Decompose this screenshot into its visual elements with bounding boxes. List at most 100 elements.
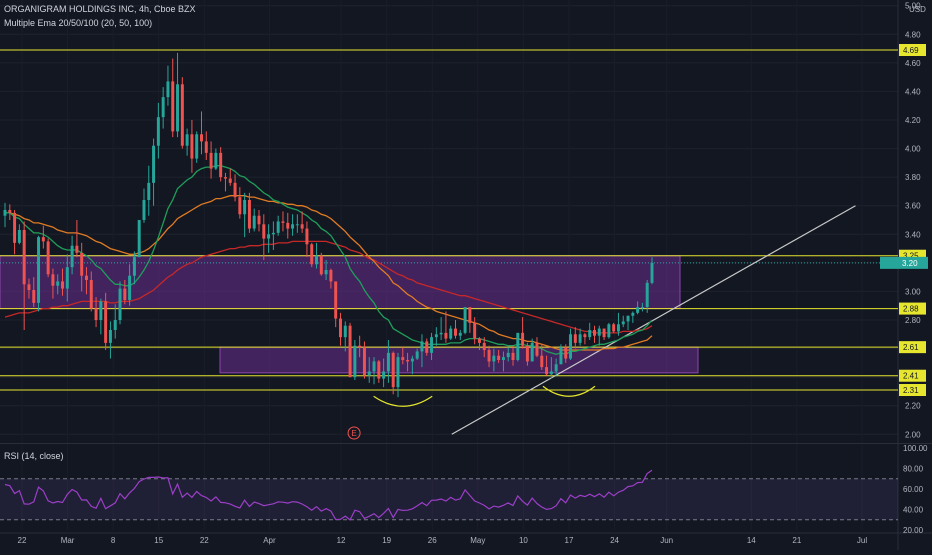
- candles[interactable]: [3, 52, 654, 398]
- candle[interactable]: [593, 325, 596, 343]
- candle[interactable]: [425, 338, 429, 356]
- candle[interactable]: [521, 317, 525, 349]
- candle[interactable]: [343, 321, 347, 352]
- candle[interactable]: [281, 211, 285, 232]
- candle[interactable]: [497, 350, 501, 363]
- candle[interactable]: [463, 307, 467, 335]
- candle[interactable]: [602, 328, 606, 340]
- candle[interactable]: [3, 202, 7, 228]
- candle[interactable]: [128, 264, 132, 306]
- candle[interactable]: [564, 344, 568, 363]
- candle[interactable]: [113, 304, 117, 339]
- candle[interactable]: [473, 317, 477, 345]
- candle[interactable]: [99, 298, 103, 335]
- candle[interactable]: [204, 131, 208, 160]
- candle[interactable]: [573, 327, 577, 349]
- candle[interactable]: [358, 335, 362, 358]
- candle[interactable]: [334, 281, 338, 328]
- candle[interactable]: [166, 65, 170, 106]
- candle[interactable]: [37, 235, 41, 312]
- candle[interactable]: [439, 317, 443, 340]
- candle[interactable]: [382, 358, 386, 388]
- candle[interactable]: [176, 52, 180, 138]
- candle[interactable]: [84, 267, 88, 295]
- candle[interactable]: [142, 188, 146, 223]
- candle[interactable]: [61, 268, 64, 296]
- candle[interactable]: [132, 251, 136, 285]
- candle[interactable]: [190, 120, 194, 173]
- candle[interactable]: [338, 312, 342, 346]
- candle[interactable]: [305, 221, 309, 258]
- candle[interactable]: [348, 322, 352, 378]
- candle[interactable]: [406, 352, 410, 372]
- candle[interactable]: [554, 358, 558, 376]
- candle[interactable]: [607, 322, 611, 339]
- candle[interactable]: [276, 215, 280, 236]
- candle[interactable]: [329, 268, 333, 289]
- candle[interactable]: [386, 340, 390, 383]
- candle[interactable]: [65, 254, 69, 302]
- candle[interactable]: [324, 260, 328, 280]
- candle[interactable]: [612, 322, 616, 333]
- candle[interactable]: [636, 301, 640, 315]
- candle[interactable]: [17, 224, 21, 245]
- candle[interactable]: [243, 192, 247, 238]
- candle[interactable]: [51, 268, 55, 299]
- candle[interactable]: [22, 221, 26, 330]
- candle[interactable]: [295, 214, 299, 233]
- candle[interactable]: [588, 322, 592, 340]
- candle[interactable]: [487, 345, 491, 368]
- candle[interactable]: [310, 242, 314, 268]
- candle[interactable]: [377, 360, 381, 383]
- candle[interactable]: [535, 337, 539, 358]
- candle[interactable]: [367, 357, 371, 383]
- candle[interactable]: [8, 204, 12, 220]
- candle[interactable]: [315, 242, 319, 269]
- candle[interactable]: [650, 257, 654, 285]
- candle[interactable]: [362, 341, 366, 379]
- candle[interactable]: [410, 355, 414, 375]
- candle[interactable]: [94, 297, 98, 328]
- candle[interactable]: [458, 330, 462, 340]
- candle[interactable]: [569, 328, 573, 360]
- candle[interactable]: [27, 278, 31, 299]
- candle[interactable]: [396, 352, 400, 398]
- candle[interactable]: [549, 357, 553, 379]
- candle[interactable]: [104, 292, 108, 350]
- candle[interactable]: [108, 321, 112, 359]
- candle[interactable]: [391, 351, 395, 395]
- candle[interactable]: [501, 351, 505, 372]
- candle[interactable]: [430, 332, 434, 360]
- candle[interactable]: [516, 332, 520, 362]
- candle[interactable]: [257, 210, 261, 232]
- candle[interactable]: [118, 281, 122, 325]
- candle[interactable]: [267, 224, 271, 253]
- candle[interactable]: [80, 242, 84, 292]
- candle[interactable]: [482, 337, 486, 358]
- candle[interactable]: [223, 172, 227, 192]
- candle[interactable]: [75, 220, 79, 258]
- candle[interactable]: [449, 325, 453, 340]
- candle[interactable]: [401, 347, 405, 365]
- candle[interactable]: [621, 315, 625, 328]
- earnings-marker-icon[interactable]: [347, 426, 361, 440]
- candle[interactable]: [545, 355, 549, 376]
- candle[interactable]: [511, 345, 515, 366]
- candle[interactable]: [252, 208, 256, 232]
- candle[interactable]: [41, 225, 45, 249]
- candle[interactable]: [640, 302, 644, 312]
- candle[interactable]: [319, 252, 323, 276]
- candle[interactable]: [583, 332, 587, 345]
- candle[interactable]: [137, 220, 141, 258]
- candle[interactable]: [195, 131, 199, 163]
- candle[interactable]: [454, 320, 457, 339]
- candle[interactable]: [219, 147, 223, 182]
- candle[interactable]: [214, 148, 218, 170]
- candle[interactable]: [56, 274, 60, 295]
- candle[interactable]: [477, 337, 481, 350]
- candle[interactable]: [228, 168, 232, 186]
- candle[interactable]: [291, 214, 295, 236]
- candle[interactable]: [32, 277, 36, 308]
